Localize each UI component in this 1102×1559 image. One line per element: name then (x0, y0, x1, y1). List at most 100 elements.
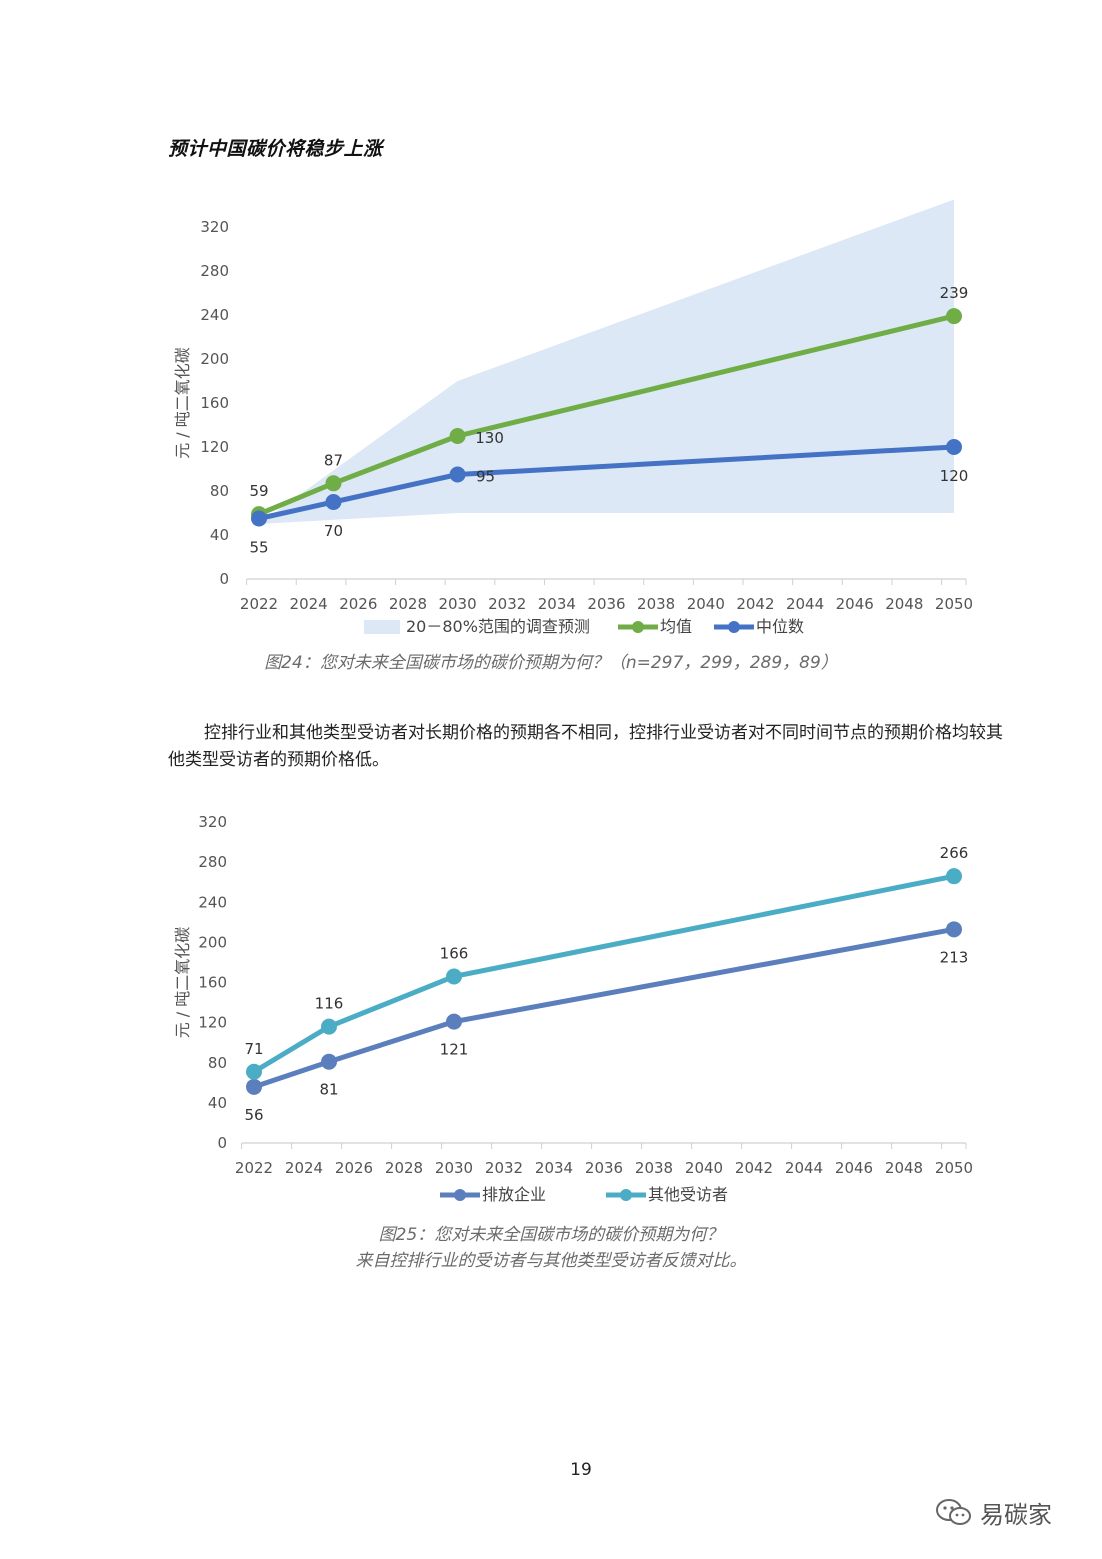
figure-24-caption: 图24：您对未来全国碳市场的碳价预期为何？（n=297，299，289，89） (264, 653, 838, 673)
legend-label: 均值 (660, 617, 692, 636)
page-number: 19 (570, 1460, 592, 1480)
section-heading: 预计中国碳价将稳步上涨 (168, 138, 383, 160)
y-tick-label: 320 (200, 218, 229, 236)
wechat-icon (936, 1498, 971, 1525)
data-point (325, 494, 342, 510)
y-axis-label: 元 / 吨二氧化碳 (173, 927, 192, 1039)
series-line-0 (253, 926, 955, 1090)
y-tick-label: 0 (217, 1134, 227, 1152)
data-point (946, 868, 962, 885)
x-tick-label: 2050 (935, 595, 973, 613)
x-tick-label: 2048 (885, 595, 923, 613)
x-tick-label: 2038 (635, 1159, 673, 1177)
x-tick-label: 2028 (385, 1159, 423, 1177)
legend-label: 20－80%范围的调查预测 (406, 617, 590, 636)
data-label: 116 (315, 995, 344, 1013)
y-tick-label: 280 (198, 853, 227, 871)
data-label: 87 (324, 451, 343, 469)
figure-25-caption-line1: 图25：您对未来全国碳市场的碳价预期为何？ (378, 1225, 724, 1245)
x-tick-label: 2032 (485, 1159, 523, 1177)
y-tick-label: 80 (210, 482, 229, 500)
y-tick-label: 240 (200, 306, 229, 324)
data-point (321, 1053, 337, 1070)
data-point (325, 475, 342, 492)
data-label: 266 (940, 844, 969, 862)
data-point (321, 1018, 337, 1035)
y-tick-label: 40 (210, 526, 229, 544)
x-tick-label: 2030 (435, 1159, 473, 1177)
range-band (259, 199, 954, 524)
watermark: 易碳家 (934, 1495, 1052, 1530)
y-tick-label: 280 (200, 262, 229, 280)
series-line-1 (252, 873, 955, 1074)
x-tick-label: 2024 (290, 595, 328, 613)
x-tick-label: 2034 (538, 595, 576, 613)
x-tick-label: 2044 (785, 1159, 823, 1177)
data-point (251, 510, 267, 527)
x-tick-label: 2026 (335, 1159, 373, 1177)
series-line-1 (258, 444, 955, 521)
x-tick-label: 2042 (736, 595, 774, 613)
data-label: 59 (249, 482, 268, 500)
x-tick-label: 2030 (438, 595, 476, 613)
data-label: 239 (940, 284, 969, 302)
data-label: 166 (440, 944, 469, 962)
data-label: 70 (324, 522, 343, 540)
y-tick-label: 200 (198, 933, 227, 951)
x-tick-label: 2040 (687, 595, 725, 613)
legend-label: 排放企业 (482, 1185, 546, 1204)
data-label: 213 (940, 948, 969, 966)
y-axis-label: 元 / 吨二氧化碳 (173, 347, 192, 459)
data-point (449, 466, 466, 483)
figure-25-caption-line2: 来自控排行业的受访者与其他类型受访者反馈对比。 (355, 1251, 747, 1271)
y-tick-label: 80 (208, 1054, 227, 1072)
data-label: 56 (244, 1106, 263, 1124)
data-point (446, 968, 462, 985)
y-tick-label: 120 (200, 438, 229, 456)
legend-swatch-marker (454, 1189, 466, 1201)
y-tick-label: 240 (198, 893, 227, 911)
sector-comparison-chart: 0 40 80 120 160 200 240 280 320 2022 2024 2026 2028 2… (173, 813, 973, 1204)
data-label: 120 (940, 467, 969, 485)
legend-swatch-band (364, 620, 400, 634)
data-point (446, 1013, 462, 1030)
data-label: 55 (249, 539, 268, 557)
x-tick-label: 2046 (835, 1159, 873, 1177)
x-tick-label: 2026 (339, 595, 377, 613)
x-tick-label: 2038 (637, 595, 675, 613)
legend-label: 中位数 (756, 617, 804, 636)
data-label: 81 (319, 1081, 338, 1099)
x-tick-label: 2022 (235, 1159, 273, 1177)
data-point (946, 308, 962, 325)
x-tick-label: 2048 (885, 1159, 923, 1177)
y-tick-label: 40 (208, 1094, 227, 1112)
body-paragraph: 控排行业和其他类型受访者对长期价格的预期各不相同，控排行业受访者对不同时间节点的… (168, 723, 1003, 770)
data-point (946, 439, 962, 455)
data-point (246, 1078, 262, 1095)
x-tick-label: 2046 (836, 595, 874, 613)
y-tick-label: 200 (200, 350, 229, 368)
x-tick-label: 2034 (535, 1159, 573, 1177)
legend-swatch-marker (632, 621, 644, 633)
carbon-price-forecast-chart: 0 40 80 120 160 200 240 280 320 2022 2024 2026 2028 2… (173, 199, 973, 636)
data-label: 130 (475, 429, 504, 447)
data-point (246, 1063, 262, 1080)
y-tick-label: 160 (198, 974, 227, 992)
data-point (946, 921, 962, 938)
x-tick-label: 2028 (389, 595, 427, 613)
x-tick-label: 2024 (285, 1159, 323, 1177)
x-tick-label: 2040 (685, 1159, 723, 1177)
legend-label: 其他受访者 (648, 1185, 728, 1204)
x-tick-label: 2032 (488, 595, 526, 613)
x-tick-label: 2050 (935, 1159, 973, 1177)
data-label: 71 (244, 1040, 263, 1058)
legend-swatch-marker (728, 621, 740, 633)
x-tick-label: 2042 (735, 1159, 773, 1177)
legend-swatch-marker (620, 1189, 632, 1201)
x-tick-label: 2036 (587, 595, 625, 613)
y-tick-label: 0 (219, 570, 229, 588)
y-tick-label: 160 (200, 394, 229, 412)
data-label: 121 (440, 1041, 469, 1059)
y-tick-label: 120 (198, 1014, 227, 1032)
series-line-0 (258, 313, 955, 517)
